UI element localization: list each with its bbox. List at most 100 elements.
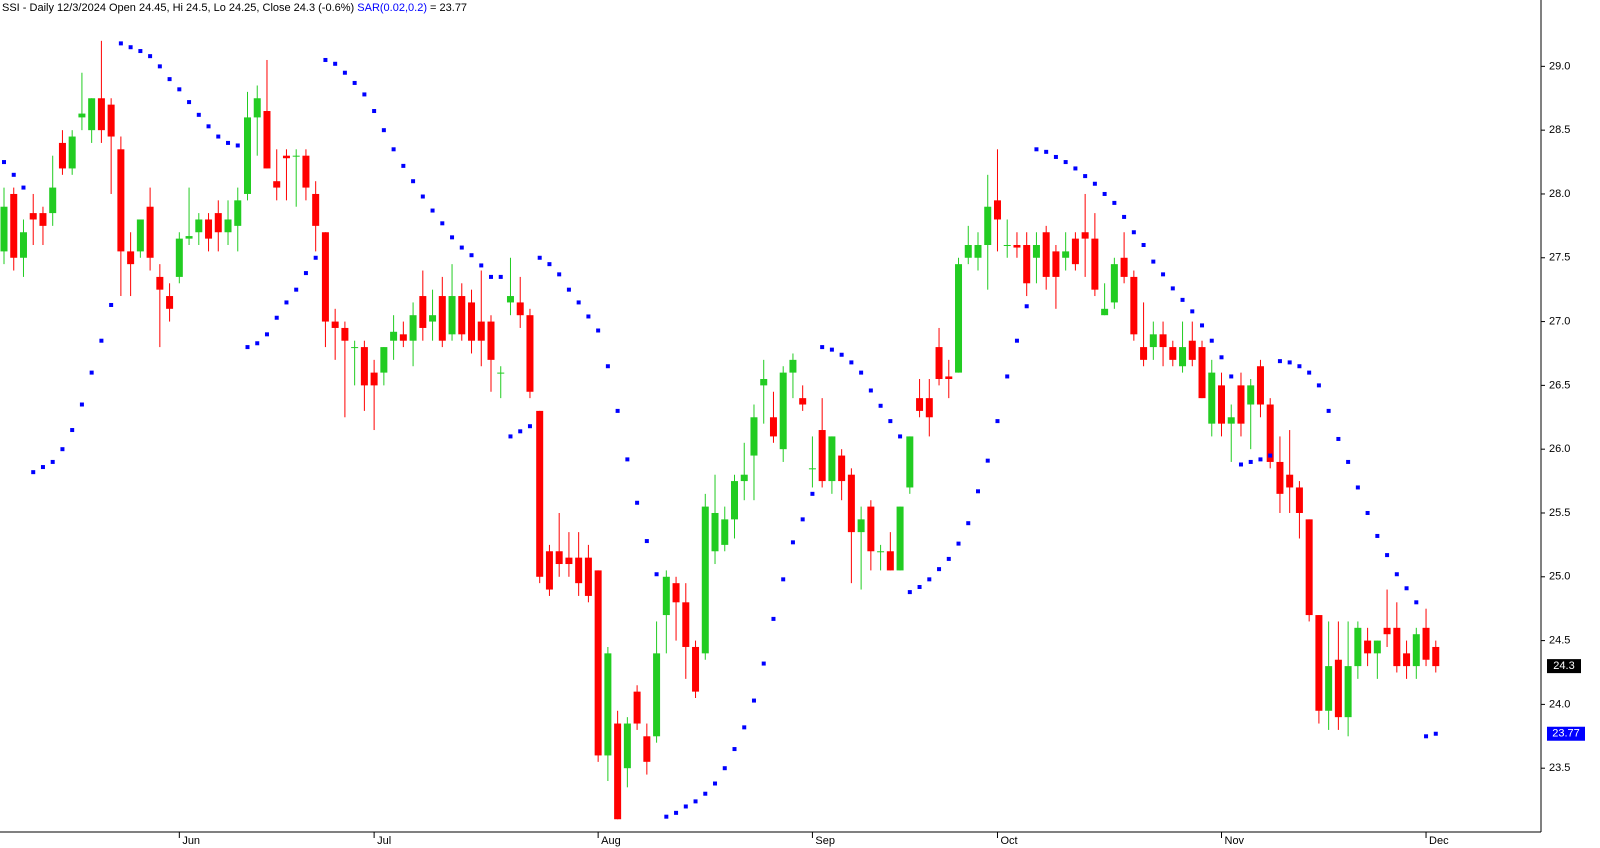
candle-body	[49, 187, 57, 214]
sar-dot	[1170, 286, 1175, 291]
sar-dot	[1316, 383, 1321, 388]
sar-dot	[713, 781, 718, 786]
sar-dot	[1073, 166, 1078, 171]
sar-dot	[333, 61, 338, 66]
sar-dot	[1385, 553, 1390, 558]
candle-body	[828, 436, 836, 482]
candle-body	[575, 557, 583, 584]
candle-body	[1169, 347, 1177, 360]
sar-dot	[157, 64, 162, 69]
candle-body	[68, 136, 76, 169]
sar-dot	[148, 54, 153, 59]
sar-dot	[1063, 160, 1068, 165]
candle-body	[516, 302, 524, 316]
candle-body	[584, 557, 592, 596]
sar-dot	[274, 315, 279, 320]
candle-body	[429, 315, 437, 322]
candle-body	[390, 331, 398, 341]
sar-dot	[888, 419, 893, 424]
candle-body	[1188, 340, 1196, 360]
candle-body	[653, 653, 661, 737]
candle-body	[1412, 634, 1420, 667]
candle-body	[1393, 627, 1401, 667]
candle-body	[244, 117, 251, 194]
sar-dot	[664, 814, 669, 819]
sar-dot	[469, 253, 474, 258]
candle-body	[974, 245, 982, 258]
candle-body	[886, 551, 894, 571]
candle-body	[760, 378, 768, 386]
candle-body	[331, 321, 339, 328]
candle-body	[1208, 372, 1216, 424]
sar-dot	[430, 208, 435, 213]
candle-body	[643, 736, 651, 762]
candle-body	[701, 506, 709, 654]
sar-dot	[177, 87, 182, 92]
sar-dot	[566, 287, 571, 292]
sar-dot	[1044, 149, 1049, 154]
candle-body	[867, 506, 875, 552]
sar-dot	[781, 577, 786, 582]
sar-dot	[342, 70, 347, 75]
candle-body	[107, 104, 115, 137]
sar-dot	[1005, 374, 1010, 379]
candle-body	[88, 98, 96, 131]
sar-dot	[625, 457, 630, 462]
candle-body	[1130, 276, 1138, 335]
sar-dot	[1141, 243, 1146, 248]
candle-body	[468, 302, 476, 341]
candle-body	[916, 398, 924, 411]
candle-body	[1276, 461, 1284, 494]
sar-dot	[1258, 457, 1263, 462]
sar-dot	[411, 179, 416, 184]
x-tick-label: Dec	[1429, 835, 1449, 847]
sar-dot	[732, 747, 737, 752]
y-tick-label: 24.0	[1549, 698, 1570, 710]
x-tick-label: Aug	[601, 835, 621, 847]
candle-body	[351, 347, 359, 349]
y-tick-label: 25.0	[1549, 571, 1570, 583]
sar-dot	[118, 41, 123, 46]
candle-body	[399, 334, 407, 341]
candle-body	[1422, 627, 1430, 660]
candle-body	[1432, 646, 1440, 667]
candle-body	[117, 149, 125, 252]
candle-body	[1383, 627, 1391, 635]
sar-dot	[401, 163, 406, 168]
sar-dot	[11, 172, 16, 177]
sar-dot	[440, 221, 445, 226]
candle-body	[1247, 385, 1255, 405]
candle-body	[818, 430, 826, 482]
candle-body	[906, 436, 914, 488]
candle-body	[1071, 238, 1079, 265]
candle-body	[692, 646, 700, 692]
sar-dot	[976, 489, 980, 494]
candle-body	[497, 372, 505, 374]
candle-body	[1237, 385, 1245, 424]
sar-dot	[50, 459, 55, 464]
sar-dot	[917, 584, 922, 589]
candle-body	[409, 315, 417, 341]
candle-body	[555, 551, 563, 565]
sar-dot	[1219, 355, 1224, 360]
sar-dot	[372, 109, 377, 114]
sar-dot	[995, 419, 1000, 424]
sar-dot	[644, 539, 649, 544]
candle-body	[1227, 417, 1235, 424]
candle-body	[838, 455, 846, 482]
sar-dot	[927, 577, 932, 582]
sar-dot	[703, 791, 708, 796]
candle-body	[39, 213, 47, 226]
candle-body	[526, 315, 534, 392]
sar-dot	[859, 370, 864, 375]
sar-dot	[40, 465, 45, 470]
candle-body	[594, 570, 602, 756]
sar-dot	[615, 408, 620, 413]
sar-dot	[683, 804, 688, 809]
candle-body	[1218, 385, 1225, 424]
y-tick-label: 26.5	[1549, 379, 1570, 391]
sar-dot	[576, 300, 581, 305]
candle-body	[1032, 245, 1040, 258]
chart-title: SSI - Daily 12/3/2024 Open 24.45, Hi 24.…	[2, 2, 354, 14]
candle-body	[945, 376, 953, 379]
